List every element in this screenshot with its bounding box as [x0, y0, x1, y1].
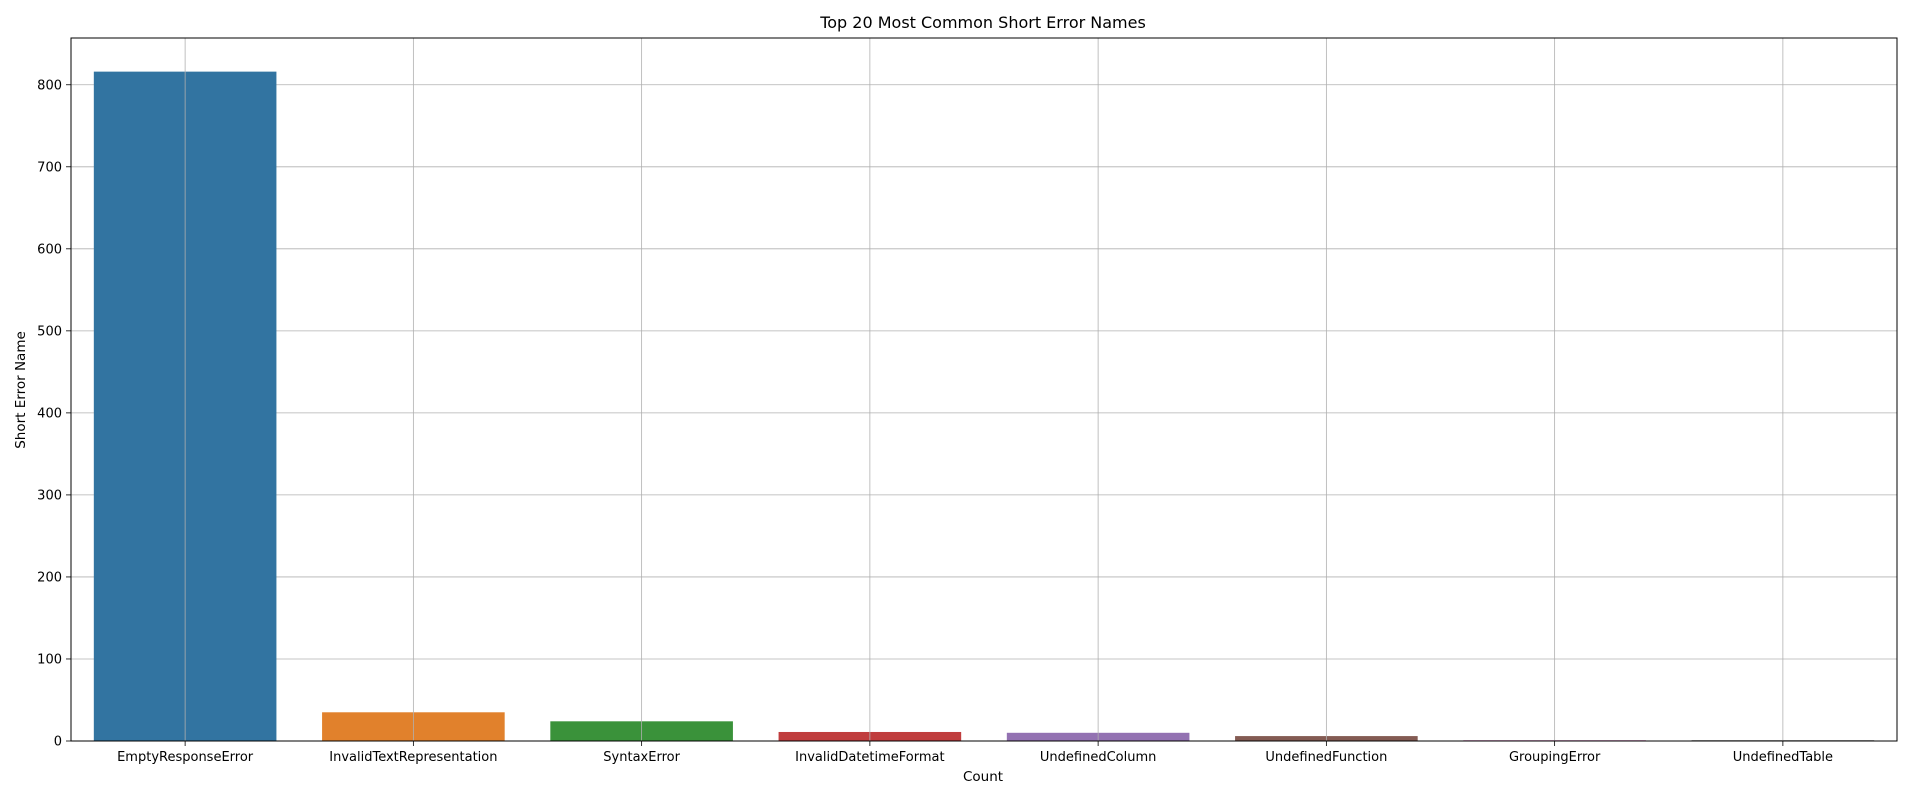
- y-tick-label: 700: [37, 160, 62, 175]
- x-axis-label: Count: [963, 769, 1003, 785]
- x-tick-label: SyntaxError: [603, 750, 680, 765]
- y-tick-label: 300: [37, 488, 62, 503]
- x-tick-label: UndefinedColumn: [1040, 750, 1156, 765]
- y-tick-label: 200: [37, 570, 62, 585]
- grid-layer: [71, 84, 1897, 742]
- x-tick-label: EmptyResponseError: [117, 750, 254, 765]
- x-tick-label: InvalidDatetimeFormat: [795, 750, 944, 765]
- y-axis-ticks: 0 100 200 300 400 500 600 700 800: [37, 78, 71, 750]
- y-tick-label: 400: [37, 406, 62, 421]
- y-tick-label: 800: [37, 78, 62, 93]
- plot-frame: [70, 37, 1898, 742]
- x-tick-label: UndefinedFunction: [1265, 750, 1387, 765]
- vertical-grid-layer: [184, 38, 1784, 741]
- x-tick-label: UndefinedTable: [1733, 750, 1833, 765]
- x-axis-ticks: EmptyResponseError InvalidTextRepresentat…: [117, 741, 1833, 765]
- x-tick-label: GroupingError: [1509, 750, 1601, 765]
- y-tick-label: 0: [54, 735, 62, 750]
- x-tick-label: InvalidTextRepresentation: [329, 750, 497, 765]
- y-tick-label: 600: [37, 242, 62, 257]
- y-axis-label: Short Error Name: [13, 331, 29, 449]
- chart-title: Top 20 Most Common Short Error Names: [819, 13, 1146, 32]
- y-tick-label: 100: [37, 652, 62, 667]
- y-tick-label: 500: [37, 324, 62, 339]
